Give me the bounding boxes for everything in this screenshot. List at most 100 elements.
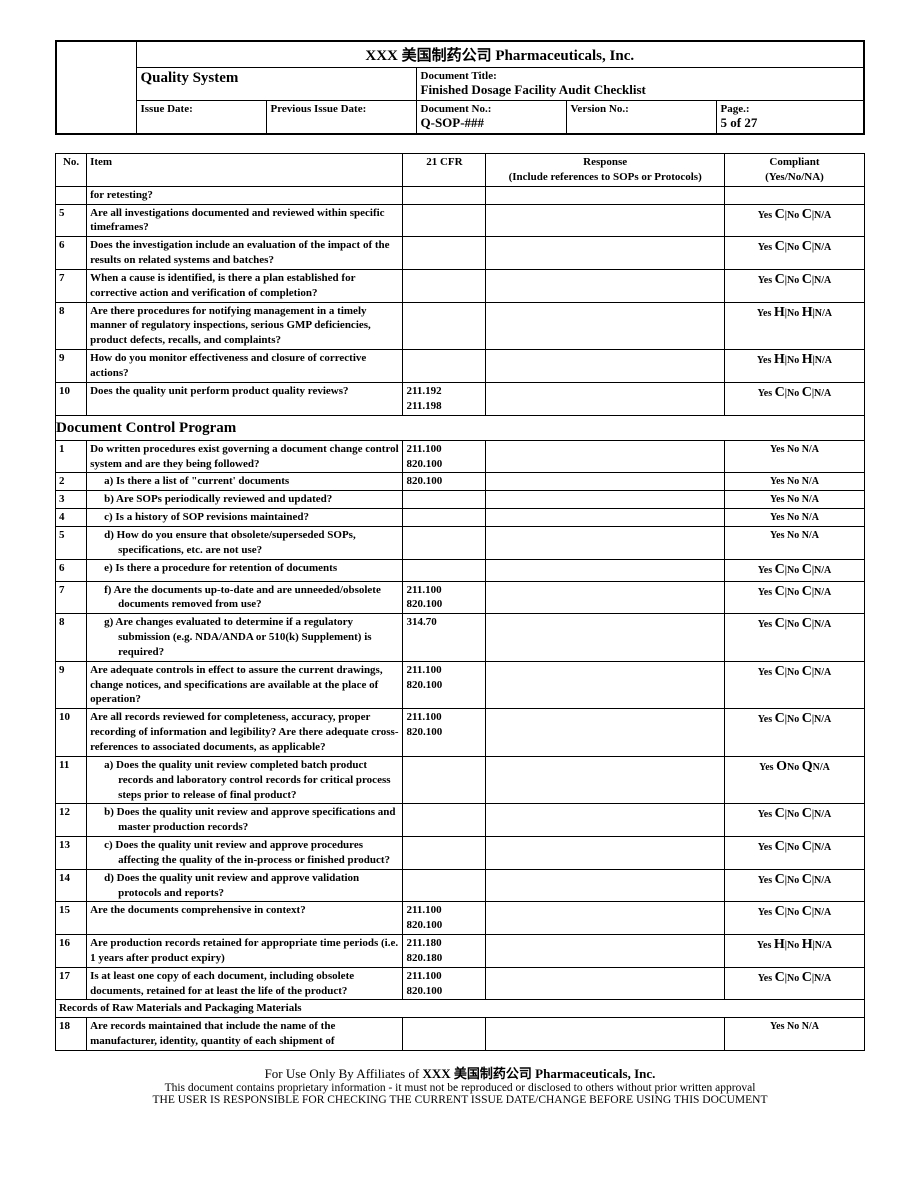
row-no: 17 [56,967,87,1000]
row-compliant[interactable]: Yes C|No C|N/A [724,709,864,757]
row-response[interactable] [486,473,725,491]
table-row: 15Are the documents comprehensive in con… [56,902,865,935]
row-response[interactable] [486,581,725,614]
row-response[interactable] [486,526,725,559]
row-compliant[interactable]: Yes C|No C|N/A [724,837,864,870]
row-compliant[interactable]: Yes C|No C|N/A [724,559,864,581]
checklist-table: No. Item 21 CFR Response(Include referen… [55,153,865,1051]
row-compliant[interactable]: Yes No N/A [724,491,864,509]
row-cfr [403,302,486,350]
row-response[interactable] [486,491,725,509]
row-compliant[interactable]: Yes H|No H|N/A [724,350,864,383]
row-response[interactable] [486,186,725,204]
row-item: Are there procedures for notifying manag… [87,302,403,350]
row-compliant[interactable]: Yes C|No C|N/A [724,614,864,662]
row-response[interactable] [486,559,725,581]
issue-date-label: Issue Date: [141,103,262,115]
row-compliant[interactable]: Yes C|No C|N/A [724,581,864,614]
footer-prefix: For Use Only By Affiliates of [265,1066,423,1081]
footer-line2: This document contains proprietary infor… [55,1082,865,1094]
table-row: 8g) Are changes evaluated to determine i… [56,614,865,662]
row-compliant[interactable]: Yes C|No C|N/A [724,382,864,415]
footer-company: XXX 美国制药公司 Pharmaceuticals, Inc. [423,1066,656,1081]
row-response[interactable] [486,614,725,662]
row-response[interactable] [486,661,725,709]
row-response[interactable] [486,804,725,837]
row-compliant[interactable]: Yes C|No C|N/A [724,902,864,935]
table-row: 9Are adequate controls in effect to assu… [56,661,865,709]
row-response[interactable] [486,350,725,383]
row-compliant[interactable]: Yes No N/A [724,1018,864,1051]
company-title: XXX 美国制药公司 Pharmaceuticals, Inc. [136,41,864,68]
row-item: Does the quality unit perform product qu… [87,382,403,415]
row-response[interactable] [486,237,725,270]
col-comp: Compliant(Yes/No/NA) [724,154,864,187]
row-response[interactable] [486,382,725,415]
row-no: 13 [56,837,87,870]
row-item: d) Does the quality unit review and appr… [87,869,403,902]
row-compliant[interactable]: Yes H|No H|N/A [724,935,864,968]
col-resp: Response(Include references to SOPs or P… [486,154,725,187]
row-compliant[interactable]: Yes C|No C|N/A [724,204,864,237]
table-row: 17Is at least one copy of each document,… [56,967,865,1000]
row-item: b) Does the quality unit review and appr… [87,804,403,837]
row-cfr: 211.180820.180 [403,935,486,968]
table-row: 11a) Does the quality unit review comple… [56,756,865,804]
row-cfr: 211.100820.100 [403,581,486,614]
row-response[interactable] [486,302,725,350]
row-cfr [403,509,486,527]
row-cfr [403,1018,486,1051]
row-no: 3 [56,491,87,509]
row-cfr [403,526,486,559]
row-item: Are records maintained that include the … [87,1018,403,1051]
row-compliant[interactable]: Yes No N/A [724,509,864,527]
row-response[interactable] [486,509,725,527]
row-compliant[interactable]: Yes C|No C|N/A [724,869,864,902]
row-response[interactable] [486,269,725,302]
row-response[interactable] [486,902,725,935]
row-cfr [403,804,486,837]
row-compliant[interactable]: Yes H|No H|N/A [724,302,864,350]
row-response[interactable] [486,709,725,757]
footer-line3: THE USER IS RESPONSIBLE FOR CHECKING THE… [55,1094,865,1106]
row-response[interactable] [486,837,725,870]
row-compliant[interactable]: Yes C|No C|N/A [724,269,864,302]
row-compliant[interactable]: Yes No N/A [724,440,864,473]
table-row: 6Does the investigation include an evalu… [56,237,865,270]
row-item: b) Are SOPs periodically reviewed and up… [87,491,403,509]
table-row: 8Are there procedures for notifying mana… [56,302,865,350]
doc-title-label: Document Title: [421,70,860,82]
row-compliant[interactable]: Yes C|No C|N/A [724,661,864,709]
row-compliant[interactable]: Yes C|No C|N/A [724,967,864,1000]
row-cfr [403,869,486,902]
row-response[interactable] [486,967,725,1000]
row-cfr: 211.100820.100 [403,967,486,1000]
row-cfr: 314.70 [403,614,486,662]
row-compliant[interactable]: Yes C|No C|N/A [724,804,864,837]
row-item: Are production records retained for appr… [87,935,403,968]
row-response[interactable] [486,869,725,902]
row-no: 7 [56,581,87,614]
row-compliant[interactable]: Yes No N/A [724,473,864,491]
row-response[interactable] [486,1018,725,1051]
row-compliant[interactable] [724,186,864,204]
row-no [56,186,87,204]
col-no: No. [56,154,87,187]
row-compliant[interactable]: Yes No N/A [724,526,864,559]
row-item: Is at least one copy of each document, i… [87,967,403,1000]
table-row: 14d) Does the quality unit review and ap… [56,869,865,902]
row-cfr [403,350,486,383]
row-response[interactable] [486,935,725,968]
row-compliant[interactable]: Yes ONo QN/A [724,756,864,804]
row-response[interactable] [486,756,725,804]
row-cfr [403,204,486,237]
row-item: g) Are changes evaluated to determine if… [87,614,403,662]
table-row: 4c) Is a history of SOP revisions mainta… [56,509,865,527]
row-response[interactable] [486,440,725,473]
row-compliant[interactable]: Yes C|No C|N/A [724,237,864,270]
row-item: Are adequate controls in effect to assur… [87,661,403,709]
row-response[interactable] [486,204,725,237]
row-item: c) Is a history of SOP revisions maintai… [87,509,403,527]
page-label: Page.: [721,103,860,115]
row-cfr: 211.100820.100 [403,440,486,473]
